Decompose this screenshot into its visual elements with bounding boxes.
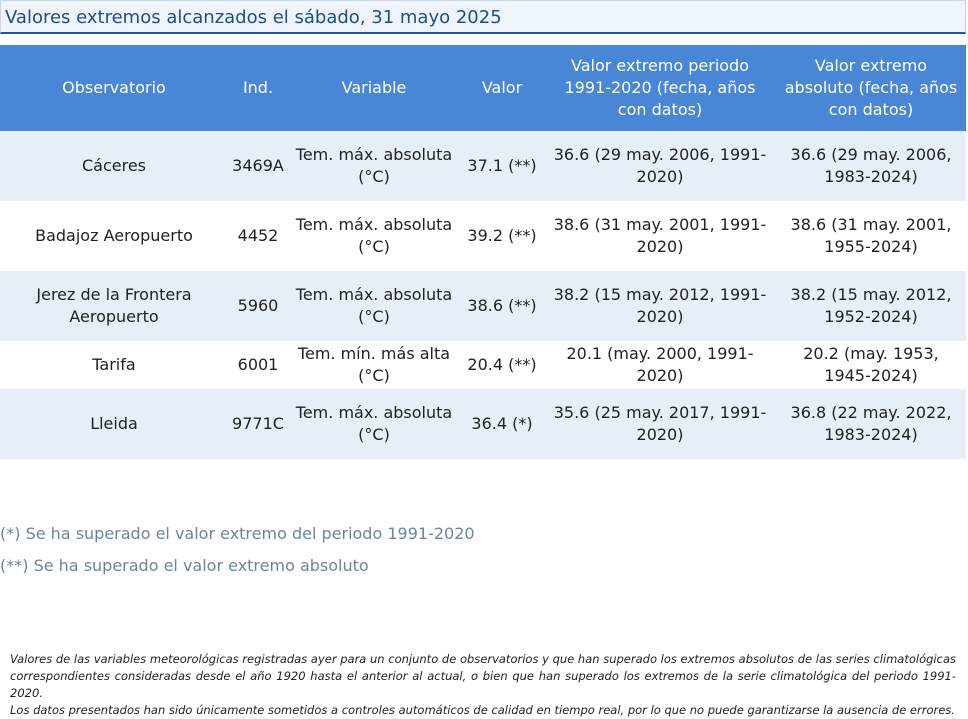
cell-ind: 3469A <box>228 131 288 201</box>
table-header-row: Observatorio Ind. Variable Valor Valor e… <box>0 45 966 131</box>
title-bar: Valores extremos alcanzados el sábado, 3… <box>0 0 966 34</box>
table-row: Lleida 9771C Tem. máx. absoluta (°C) 36.… <box>0 389 966 459</box>
cell-observatorio: Tarifa <box>0 341 228 389</box>
extremes-table: Observatorio Ind. Variable Valor Valor e… <box>0 45 966 459</box>
cell-observatorio: Badajoz Aeropuerto <box>0 201 228 271</box>
header-observatorio: Observatorio <box>0 45 228 131</box>
header-extremo-periodo: Valor extremo periodo 1991-2020 (fecha, … <box>544 45 776 131</box>
cell-extremo-periodo: 35.6 (25 may. 2017, 1991-2020) <box>544 389 776 459</box>
cell-extremo-absoluto: 36.6 (29 may. 2006, 1983-2024) <box>776 131 966 201</box>
header-variable: Variable <box>288 45 460 131</box>
cell-extremo-absoluto: 38.2 (15 may. 2012, 1952-2024) <box>776 271 966 341</box>
cell-extremo-absoluto: 20.2 (may. 1953, 1945-2024) <box>776 341 966 389</box>
cell-variable: Tem. máx. absoluta (°C) <box>288 389 460 459</box>
cell-valor: 39.2 (**) <box>460 201 544 271</box>
cell-valor: 37.1 (**) <box>460 131 544 201</box>
cell-valor: 20.4 (**) <box>460 341 544 389</box>
cell-extremo-periodo: 36.6 (29 may. 2006, 1991-2020) <box>544 131 776 201</box>
cell-extremo-absoluto: 38.6 (31 may. 2001, 1955-2024) <box>776 201 966 271</box>
cell-observatorio: Lleida <box>0 389 228 459</box>
note-double-asterisk: (**) Se ha superado el valor extremo abs… <box>0 556 369 575</box>
header-ind: Ind. <box>228 45 288 131</box>
cell-valor: 38.6 (**) <box>460 271 544 341</box>
footer-paragraph: Valores de las variables meteorológicas … <box>10 652 956 700</box>
cell-ind: 5960 <box>228 271 288 341</box>
cell-variable: Tem. máx. absoluta (°C) <box>288 271 460 341</box>
cell-ind: 4452 <box>228 201 288 271</box>
cell-extremo-periodo: 38.2 (15 may. 2012, 1991-2020) <box>544 271 776 341</box>
cell-valor: 36.4 (*) <box>460 389 544 459</box>
page-title: Valores extremos alcanzados el sábado, 3… <box>5 7 502 28</box>
table-row: Badajoz Aeropuerto 4452 Tem. máx. absolu… <box>0 201 966 271</box>
header-extremo-absoluto: Valor extremo absoluto (fecha, años con … <box>776 45 966 131</box>
legend-notes: (*) Se ha superado el valor extremo del … <box>0 522 475 586</box>
cell-extremo-periodo: 20.1 (may. 2000, 1991-2020) <box>544 341 776 389</box>
note-single-asterisk: (*) Se ha superado el valor extremo del … <box>0 524 475 543</box>
cell-variable: Tem. máx. absoluta (°C) <box>288 131 460 201</box>
footer-paragraph: Los datos presentados han sido únicament… <box>10 703 955 717</box>
cell-observatorio: Jerez de la Frontera Aeropuerto <box>0 271 228 341</box>
cell-ind: 9771C <box>228 389 288 459</box>
cell-extremo-periodo: 38.6 (31 may. 2001, 1991-2020) <box>544 201 776 271</box>
footer-disclaimer: Valores de las variables meteorológicas … <box>10 651 956 719</box>
table-row: Tarifa 6001 Tem. mín. más alta (°C) 20.4… <box>0 341 966 389</box>
cell-extremo-absoluto: 36.8 (22 may. 2022, 1983-2024) <box>776 389 966 459</box>
header-valor: Valor <box>460 45 544 131</box>
cell-ind: 6001 <box>228 341 288 389</box>
table-row: Jerez de la Frontera Aeropuerto 5960 Tem… <box>0 271 966 341</box>
cell-variable: Tem. máx. absoluta (°C) <box>288 201 460 271</box>
cell-variable: Tem. mín. más alta (°C) <box>288 341 460 389</box>
cell-observatorio: Cáceres <box>0 131 228 201</box>
table-row: Cáceres 3469A Tem. máx. absoluta (°C) 37… <box>0 131 966 201</box>
